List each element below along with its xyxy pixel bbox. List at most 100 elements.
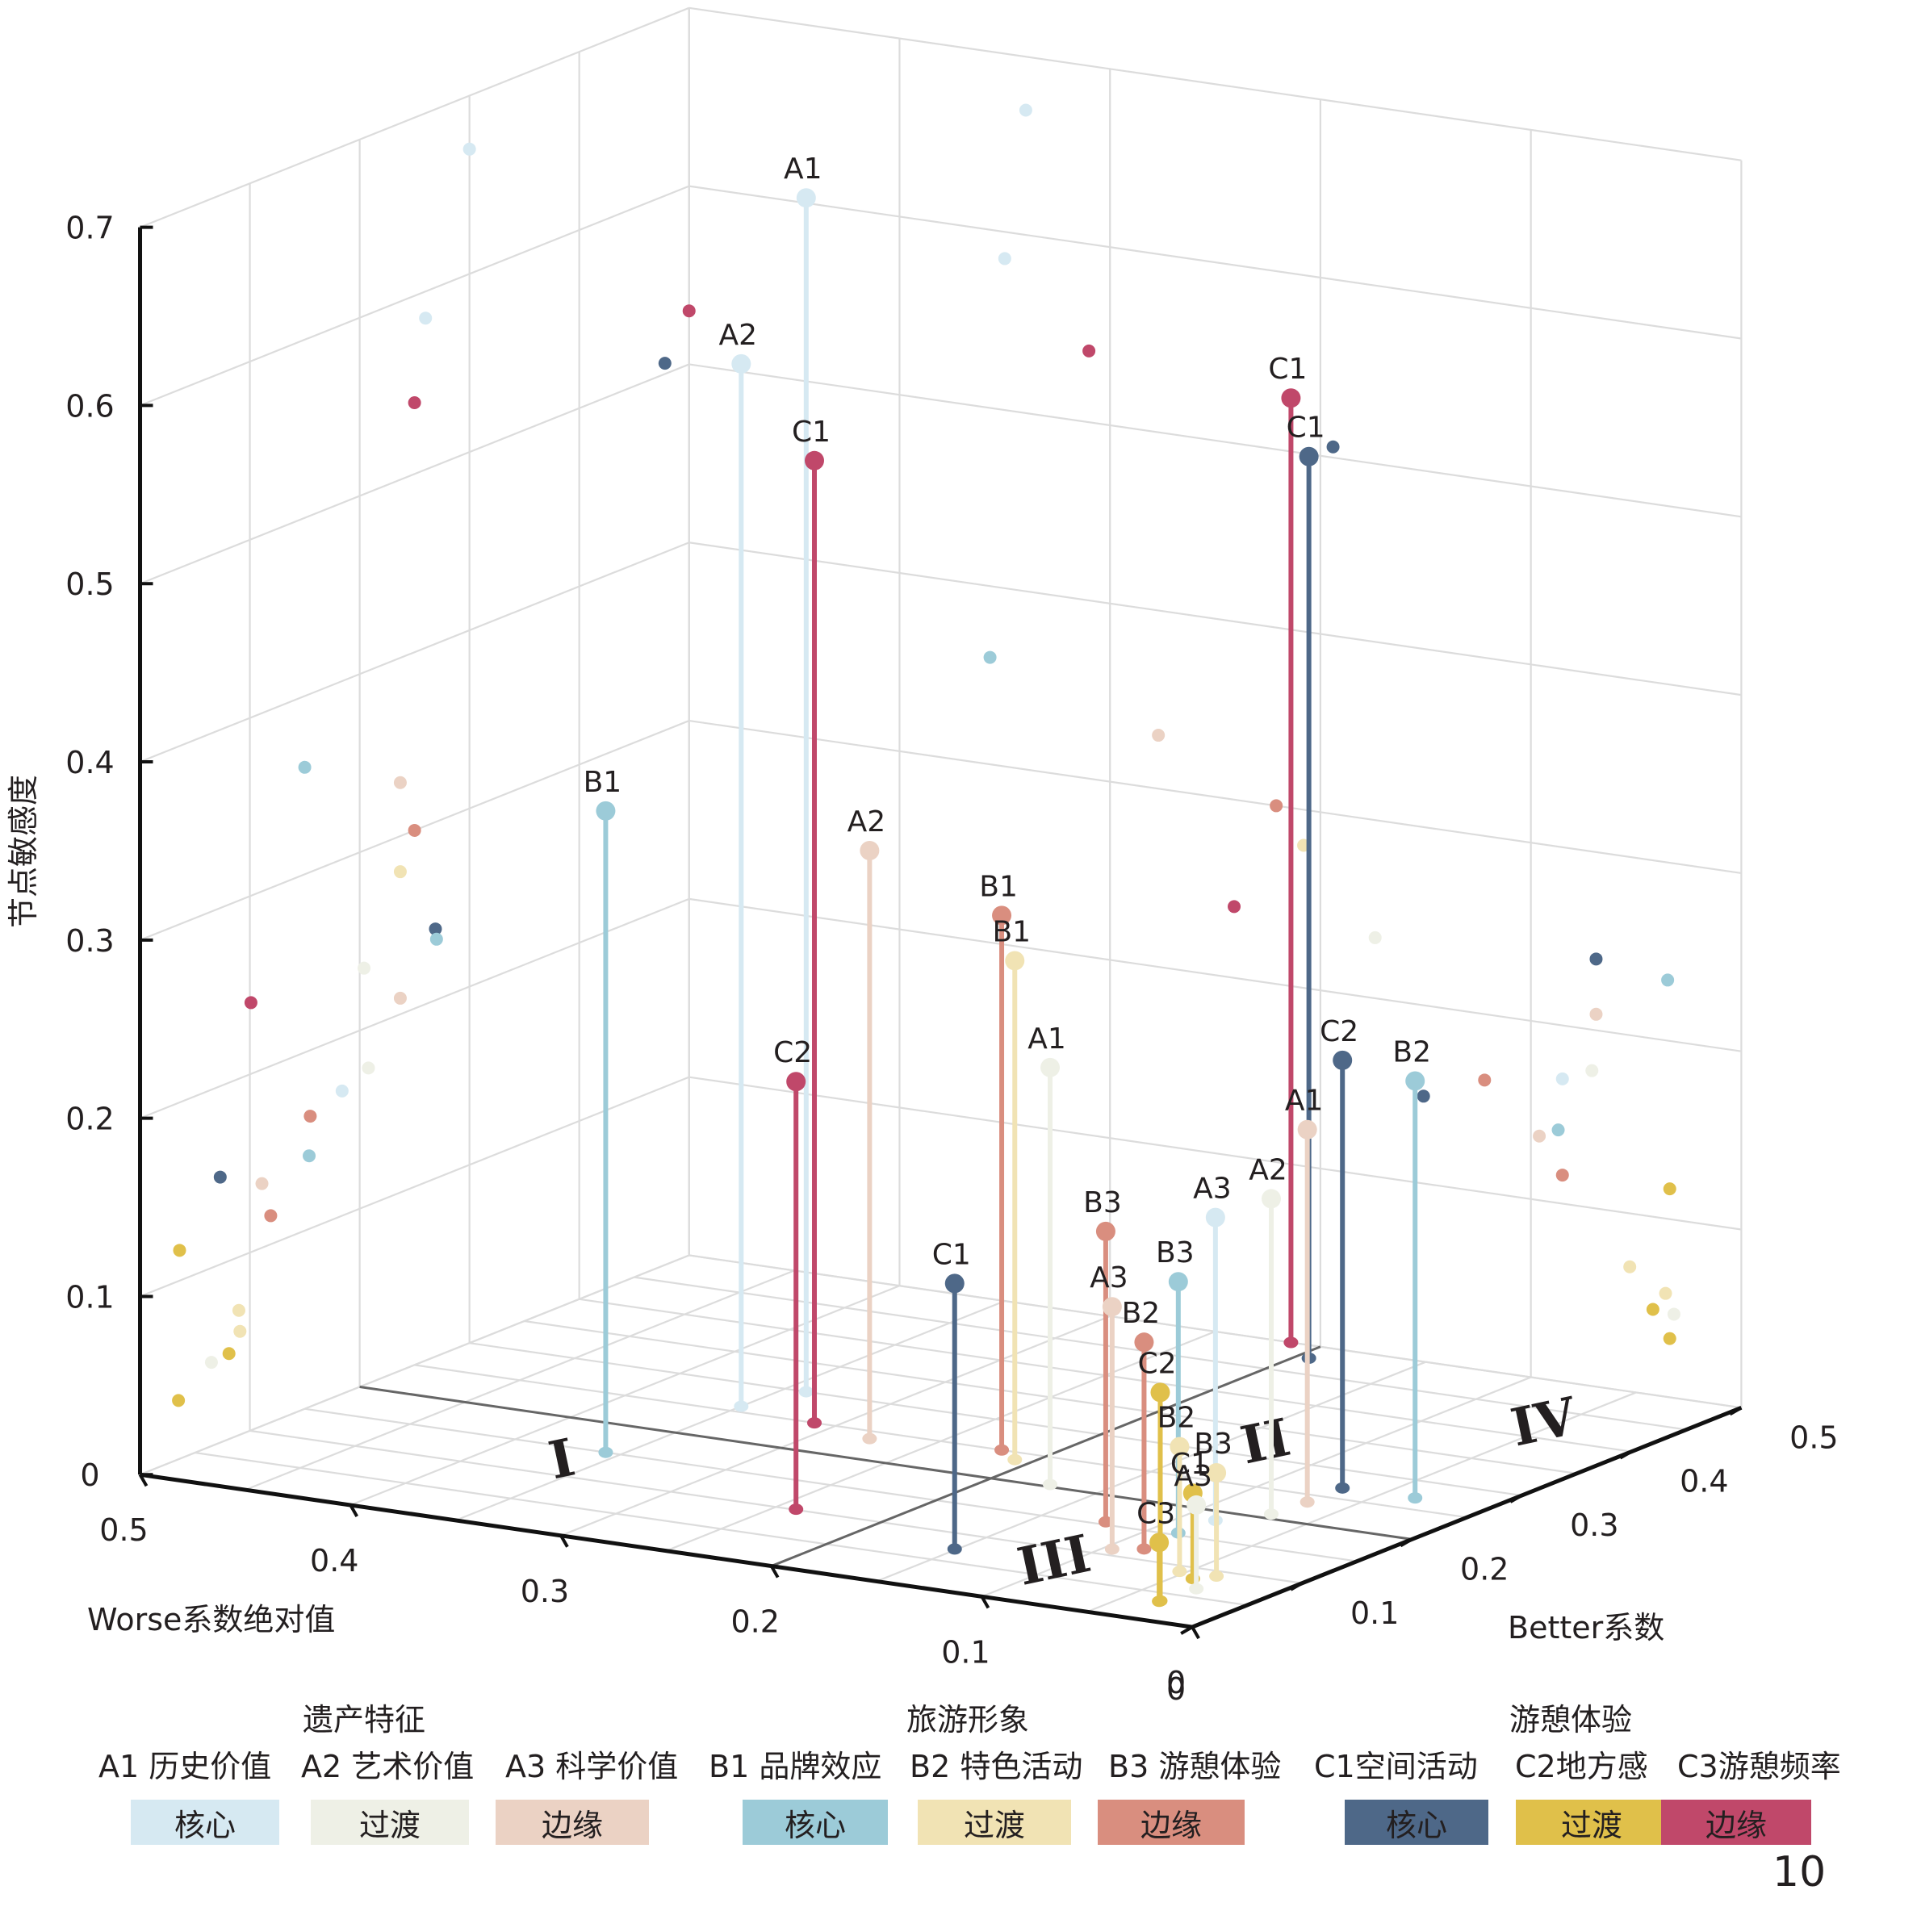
- stem-base: [789, 1503, 804, 1516]
- legend-item: C1空间活动: [1314, 1749, 1478, 1784]
- wall-projection-dot: [362, 1061, 375, 1075]
- wall-projection-dot: [1417, 1089, 1430, 1103]
- wall-projection-dot: [393, 865, 407, 879]
- grid-line: [140, 1076, 690, 1298]
- z-tick-label: 0.4: [65, 745, 114, 780]
- grid-line: [688, 6, 1742, 161]
- legend-swatch: 边缘: [1098, 1800, 1245, 1845]
- wall-projection-dot: [1585, 1064, 1599, 1077]
- stem-base: [1136, 1543, 1152, 1555]
- point-label: C2: [1320, 1015, 1358, 1048]
- grid-line: [245, 1269, 795, 1491]
- point-label: A2: [848, 805, 886, 838]
- data-point-C2: [786, 1072, 806, 1092]
- wall-projection-dot: [1019, 103, 1032, 117]
- x-tick-label: 0.3: [521, 1574, 569, 1609]
- legend-item: A2 艺术价值: [301, 1749, 475, 1784]
- z-axis-title: 节点敏感度: [6, 775, 41, 928]
- x-axis-title: Worse系数绝对值: [87, 1602, 335, 1637]
- x-tick-label: 0.5: [99, 1512, 148, 1548]
- legend-swatch: 过渡: [918, 1800, 1071, 1845]
- grid-line: [688, 363, 1742, 518]
- wall-projection-dot: [1555, 1169, 1569, 1182]
- wall-projection-dot: [232, 1303, 245, 1317]
- wall-projection-dot: [1589, 952, 1603, 966]
- data-point-A1: [1040, 1057, 1061, 1077]
- z-tick-label: 0: [80, 1457, 99, 1493]
- point-label: A2: [719, 319, 758, 352]
- y-tick: [1509, 1494, 1523, 1503]
- stem-base: [1043, 1478, 1058, 1491]
- point-label: B3: [1083, 1186, 1122, 1219]
- data-point-C3: [1149, 1533, 1170, 1553]
- data-point-B2: [1405, 1071, 1425, 1091]
- stem-base: [1172, 1566, 1187, 1578]
- point-label: A1: [784, 153, 822, 186]
- quadrant-label-I: I: [544, 1428, 580, 1492]
- data-point-A3: [1205, 1207, 1225, 1227]
- data-point-A2: [860, 840, 880, 860]
- legend-item: B2 特色活动: [910, 1749, 1083, 1784]
- point-label: B2: [1157, 1402, 1196, 1435]
- wall-projection-dot: [393, 991, 407, 1005]
- grid-line: [140, 1254, 690, 1476]
- wall-projection-dot: [358, 961, 371, 975]
- wall-projection-dot: [1663, 1182, 1676, 1196]
- data-point-B3: [1207, 1462, 1227, 1482]
- data-point-C1: [944, 1273, 965, 1294]
- stem-base: [598, 1446, 613, 1458]
- legend-group-title: 遗产特征: [303, 1702, 426, 1738]
- data-point-A3: [1102, 1297, 1122, 1317]
- wall-projection-dot: [658, 357, 672, 370]
- y-tick: [1619, 1449, 1633, 1460]
- point-label: C1: [1170, 1448, 1209, 1481]
- legend-item: C2地方感: [1515, 1749, 1648, 1784]
- y-tick-label: 0.2: [1460, 1551, 1509, 1587]
- stem-base: [1335, 1482, 1350, 1494]
- wall-projection-dot: [429, 922, 442, 936]
- stem-base: [1098, 1516, 1113, 1528]
- wall-projection-dot: [983, 650, 997, 664]
- data-point-A2: [1262, 1189, 1282, 1209]
- point-label: B1: [992, 915, 1031, 948]
- grid-line: [414, 1364, 1467, 1519]
- z-tick-label: 0.7: [65, 211, 114, 246]
- data-point-C2: [1150, 1382, 1170, 1403]
- wall-projection-dot: [1659, 1286, 1672, 1300]
- wall-projection-dot: [1551, 1123, 1565, 1137]
- point-label: B3: [1194, 1428, 1233, 1461]
- wall-projection-dot: [335, 1084, 349, 1098]
- legend-swatch: 核心: [131, 1800, 279, 1845]
- point-label: C1: [1268, 353, 1307, 386]
- stem-base: [1189, 1583, 1204, 1595]
- legend-group-title: 游憩体验: [1509, 1702, 1633, 1738]
- grid-line: [634, 1276, 1687, 1431]
- wall-projection-dot: [298, 760, 312, 774]
- quadrant-label-IV: IV: [1506, 1386, 1583, 1458]
- data-point-B1: [596, 801, 616, 821]
- legend-swatch: 核心: [743, 1800, 888, 1845]
- grid-line: [140, 185, 690, 407]
- stem-base: [994, 1444, 1010, 1456]
- point-label: A3: [1174, 1460, 1212, 1493]
- y-tick: [1729, 1406, 1743, 1416]
- legend-swatch: 边缘: [496, 1800, 649, 1845]
- data-point-C1: [1299, 446, 1319, 466]
- wall-projection-dot: [1270, 799, 1283, 813]
- stem-base: [862, 1432, 877, 1445]
- wall-projection-dot: [1661, 973, 1675, 987]
- data-point-A3: [1186, 1495, 1207, 1515]
- x-tick: [769, 1565, 780, 1579]
- wall-projection-dot: [173, 1244, 186, 1257]
- stem-base: [807, 1417, 822, 1429]
- x-tick-label: 0.4: [310, 1543, 358, 1579]
- x-tick: [559, 1534, 569, 1548]
- point-label: B3: [1156, 1236, 1195, 1269]
- wall-projection-dot: [998, 252, 1011, 266]
- legend-swatch: 过渡: [1516, 1800, 1668, 1845]
- grid-line: [455, 1300, 1006, 1521]
- grid-line: [688, 542, 1742, 696]
- x-tick: [349, 1504, 358, 1518]
- wall-projection-dot: [233, 1324, 247, 1338]
